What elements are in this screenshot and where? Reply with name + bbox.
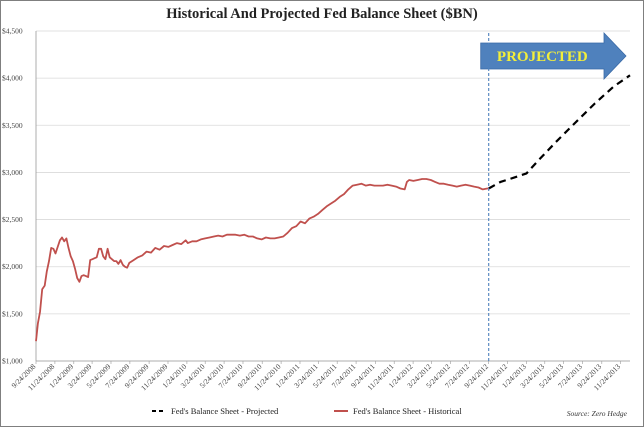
historical-series-line: [35, 178, 489, 342]
y-tick-label: $2,000: [2, 262, 23, 271]
y-tick-label: $4,500: [2, 27, 23, 36]
legend-label: Fed's Balance Sheet - Historical: [353, 406, 462, 416]
y-tick-label: $1,500: [2, 309, 23, 318]
gridlines: [36, 30, 630, 362]
legend: Fed's Balance Sheet - Projected Fed's Bal…: [152, 406, 462, 416]
source-note: Source: Zero Hedge: [567, 409, 628, 418]
projected-series-line: [488, 74, 631, 190]
series-lines: [35, 74, 631, 342]
x-axis: 9/24/200811/24/20081/24/20093/24/20095/2…: [10, 360, 630, 392]
legend-label: Fed's Balance Sheet - Projected: [171, 406, 279, 416]
y-tick-label: $3,000: [2, 168, 23, 177]
right-arrow-icon: [480, 32, 627, 80]
y-tick-label: $3,500: [2, 121, 23, 130]
y-tick-label: $2,500: [2, 215, 23, 224]
y-tick-label: $4,000: [2, 74, 23, 83]
projected-label: PROJECTED: [497, 49, 588, 65]
y-tick-label: $1,000: [2, 357, 23, 366]
y-axis: $1,000 $1,500 $2,000 $2,500 $3,000 $3,500 $4,0…: [2, 27, 37, 366]
chart-title: Historical And Projected Fed Balance She…: [166, 6, 478, 22]
projected-banner: PROJECTED: [480, 32, 627, 80]
